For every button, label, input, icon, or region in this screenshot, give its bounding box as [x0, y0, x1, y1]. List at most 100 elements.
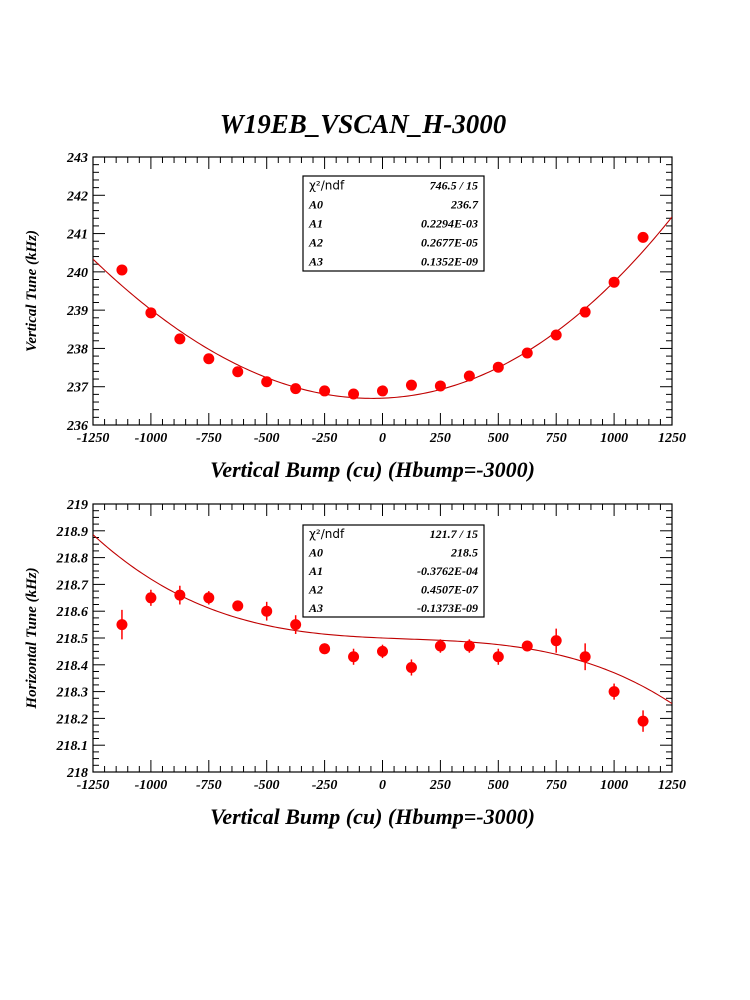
stats-param-label: A0 [308, 198, 323, 212]
y-axis-label: Vertical Tune (kHz) [24, 230, 40, 352]
y-tick-label: 218.9 [56, 525, 89, 540]
data-point [405, 379, 417, 391]
data-point [290, 383, 302, 395]
data-point [550, 329, 562, 341]
stats-value: -0.1373E-09 [417, 601, 478, 615]
x-tick-label: -500 [254, 778, 280, 793]
x-tick-label: 250 [429, 431, 451, 446]
x-tick-label: 0 [379, 778, 386, 793]
y-tick-label: 218.4 [56, 659, 89, 674]
data-point [550, 635, 562, 647]
y-tick-label: 241 [66, 228, 88, 243]
y-tick-label: 218.8 [56, 552, 89, 567]
data-point [608, 686, 620, 698]
data-point [203, 353, 215, 365]
x-tick-label: 750 [546, 778, 567, 793]
x-tick-label: 1000 [600, 431, 628, 446]
stats-value: 0.2294E-03 [421, 217, 478, 231]
data-point [145, 307, 157, 319]
data-point [521, 347, 533, 359]
data-point [463, 640, 475, 652]
y-tick-label: 218 [66, 766, 88, 781]
stats-param-label: A1 [308, 564, 323, 578]
data-point [579, 306, 591, 318]
x-tick-label: -1250 [77, 778, 110, 793]
y-tick-label: 239 [66, 304, 88, 319]
data-point [348, 651, 360, 663]
y-tick-label: 237 [66, 381, 89, 396]
data-point [377, 645, 388, 657]
x-tick-label: 1000 [600, 778, 628, 793]
data-point [637, 715, 649, 727]
data-point [492, 361, 504, 373]
x-tick-label: 500 [488, 778, 509, 793]
stats-param-label: A0 [308, 546, 323, 560]
stats-value: 218.5 [450, 546, 478, 560]
y-tick-label: 240 [66, 266, 88, 281]
data-point [463, 370, 475, 382]
data-point [434, 380, 446, 392]
y-tick-label: 219 [66, 498, 88, 513]
x-tick-label: 0 [379, 431, 386, 446]
data-point [116, 264, 128, 276]
data-point [492, 651, 504, 663]
data-point [579, 651, 591, 663]
data-point [377, 385, 388, 397]
x-tick-label: -250 [312, 431, 338, 446]
data-point [116, 619, 128, 631]
stats-value: -0.3762E-04 [417, 564, 478, 578]
page-title: W19EB_VSCAN_H-3000 [220, 109, 507, 139]
fit-curve [93, 216, 672, 399]
data-point [203, 592, 215, 604]
stats-box [302, 524, 485, 618]
stats-value: 236.7 [450, 198, 479, 212]
y-tick-label: 218.1 [56, 739, 89, 754]
x-axis-label: Vertical Bump (cu) (Hbump=-3000) [210, 457, 535, 482]
x-tick-label: 1250 [658, 431, 686, 446]
x-tick-label: -1250 [77, 431, 110, 446]
horizontal-tune-plot: -1250 -1000 -750 -500 -250 0 250 500 750 1000 1250… [24, 498, 686, 829]
x-tick-label: -250 [312, 778, 338, 793]
data-point [521, 640, 533, 652]
stats-value: 0.2677E-05 [421, 236, 478, 250]
y-tick-label: 218.6 [56, 605, 89, 620]
x-tick-label: -500 [254, 431, 280, 446]
stats-value: 746.5 / 15 [430, 179, 478, 193]
y-tick-label: 243 [66, 151, 88, 166]
y-tick-label: 238 [66, 342, 88, 357]
stats-param-label: A1 [308, 217, 323, 231]
data-point [319, 643, 331, 655]
y-axis-label: Horizontal Tune (kHz) [24, 567, 40, 709]
data-point [145, 592, 157, 604]
stats-box [302, 175, 485, 272]
data-point [637, 231, 649, 243]
data-point [232, 600, 244, 612]
data-point [608, 276, 620, 288]
data-point [174, 589, 186, 601]
y-tick-label: 218.5 [56, 632, 89, 647]
stats-value: 121.7 / 15 [430, 527, 478, 541]
stats-param-label: A3 [308, 601, 323, 615]
data-point [348, 388, 360, 400]
data-point [261, 376, 273, 388]
x-tick-label: -750 [196, 431, 222, 446]
fit-curve [93, 534, 672, 705]
x-tick-label: 250 [429, 778, 451, 793]
stats-param-label: A2 [308, 236, 323, 250]
stats-chi2-label: χ²/ndf [309, 179, 345, 193]
stats-chi2-label: χ²/ndf [309, 527, 345, 541]
x-tick-label: 1250 [658, 778, 686, 793]
stats-param-label: A3 [308, 255, 323, 269]
x-tick-label: 500 [488, 431, 509, 446]
vertical-tune-plot: -1250 -1000 -750 -500 -250 0 250 500 750 1000 1250… [24, 151, 686, 482]
y-tick-label: 218.3 [56, 686, 89, 701]
stats-value: 0.4507E-07 [421, 582, 479, 596]
data-point [405, 661, 417, 673]
y-tick-label: 218.7 [56, 578, 90, 593]
stats-param-label: A2 [308, 582, 323, 596]
x-tick-label: -750 [196, 778, 222, 793]
data-point [434, 640, 446, 652]
data-point [290, 619, 302, 631]
y-tick-label: 242 [66, 189, 88, 204]
